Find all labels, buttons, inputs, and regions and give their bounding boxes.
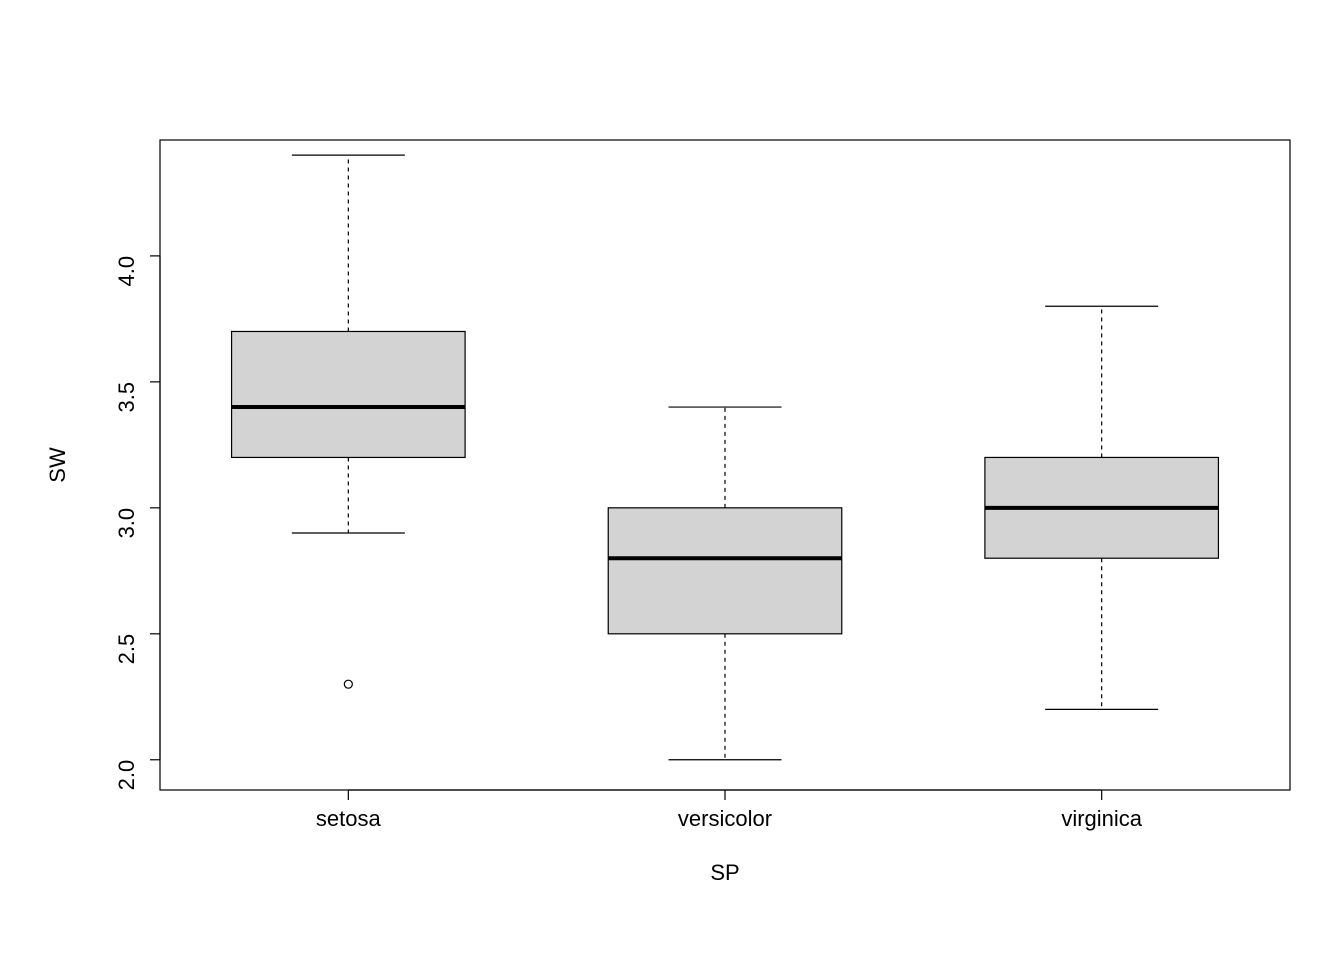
y-tick-label: 4.0 (114, 256, 139, 287)
box-rect (608, 508, 842, 634)
x-tick-label: versicolor (678, 806, 772, 831)
y-tick-label: 2.5 (114, 634, 139, 665)
x-tick-label: setosa (316, 806, 382, 831)
box-setosa (232, 155, 466, 688)
x-tick-label: virginica (1061, 806, 1142, 831)
boxplot-chart: 2.0 2.5 3.0 3.5 4.0 setosa versicolor virginica… (0, 0, 1344, 960)
y-tick-label: 3.5 (114, 382, 139, 413)
box-virginica (985, 306, 1219, 709)
y-axis-label: SW (45, 447, 70, 483)
outlier-point (344, 680, 352, 688)
box-versicolor (608, 407, 842, 760)
box-rect (232, 331, 466, 457)
x-axis-label: SP (710, 860, 739, 885)
y-tick-label: 2.0 (114, 760, 139, 791)
y-tick-label: 3.0 (114, 508, 139, 539)
